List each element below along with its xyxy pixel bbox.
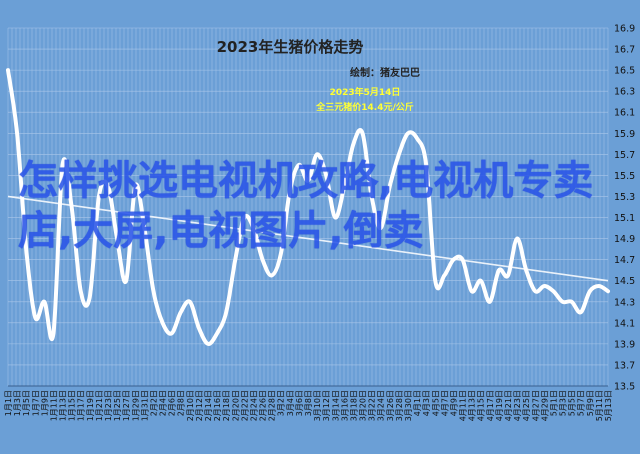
annotation-date: 2023年5月14日 bbox=[330, 86, 401, 98]
x-tick-label: 2月22日 bbox=[240, 390, 249, 421]
y-tick-labels: 13.5 13.7 13.9 14.1 14.3 14.5 14.7 14.9 15.1 15.3… bbox=[614, 24, 635, 393]
x-tick-label: 2月20日 bbox=[231, 390, 240, 421]
x-tick-label: 1月11日 bbox=[49, 390, 58, 421]
x-tick-label: 3月8日 bbox=[304, 390, 313, 416]
x-tick-label: 5月13日 bbox=[604, 390, 613, 421]
x-tick-label: 1月15日 bbox=[68, 390, 77, 421]
x-tick-label: 2月10日 bbox=[186, 390, 195, 421]
x-tick-label: 3月22日 bbox=[368, 390, 377, 421]
x-tick-label: 3月12日 bbox=[322, 390, 331, 421]
x-tick-label: 5月1日 bbox=[549, 390, 558, 416]
x-tick-label: 2月14日 bbox=[204, 390, 213, 421]
x-tick-label: 2月18日 bbox=[222, 390, 231, 421]
x-tick-label: 1月13日 bbox=[59, 390, 68, 421]
y-tick-label: 13.5 bbox=[614, 382, 635, 393]
x-tick-label: 3月20日 bbox=[359, 390, 368, 421]
x-tick-label: 4月3日 bbox=[422, 390, 431, 416]
x-tick-label: 1月9日 bbox=[40, 390, 49, 416]
y-tick-label: 14.1 bbox=[614, 318, 635, 329]
x-tick-label: 1月3日 bbox=[13, 390, 22, 416]
x-tick-label: 3月30日 bbox=[404, 390, 413, 421]
x-tick-label: 5月3日 bbox=[559, 390, 568, 416]
x-tick-label: 3月24日 bbox=[377, 390, 386, 421]
y-tick-label: 15.5 bbox=[614, 171, 635, 182]
x-tick-label: 1月5日 bbox=[22, 390, 31, 416]
x-tick-label: 4月13日 bbox=[468, 390, 477, 421]
x-tick-label: 4月27日 bbox=[531, 390, 540, 421]
x-tick-label: 3月28日 bbox=[395, 390, 404, 421]
x-tick-label: 1月1日 bbox=[4, 390, 13, 416]
x-tick-label: 4月5日 bbox=[431, 390, 440, 416]
y-tick-label: 16.3 bbox=[614, 87, 635, 98]
y-tick-label: 14.7 bbox=[614, 255, 635, 266]
x-tick-label: 3月6日 bbox=[295, 390, 304, 416]
x-tick-label: 4月19日 bbox=[495, 390, 504, 421]
annotation-value: 全三元猪价14.4元/公斤 bbox=[315, 101, 414, 113]
x-tick-label: 4月17日 bbox=[486, 390, 495, 421]
x-tick-label: 4月29日 bbox=[540, 390, 549, 421]
x-tick-label: 2月12日 bbox=[195, 390, 204, 421]
x-tick-label: 4月1日 bbox=[413, 390, 422, 416]
y-tick-label: 16.1 bbox=[614, 108, 635, 119]
x-tick-label: 3月2日 bbox=[277, 390, 286, 416]
x-tick-label: 2月24日 bbox=[249, 390, 258, 421]
chart-subtitle: 绘制：猪友巴巴 bbox=[350, 66, 420, 79]
x-tick-label: 4月21日 bbox=[504, 390, 513, 421]
x-tick-labels: 1月1日 1月3日 1月5日 1月7日 1月9日 1月11日 1月13日 1月15日 1月17日… bbox=[4, 390, 613, 421]
x-tick-label: 2月16日 bbox=[213, 390, 222, 421]
x-tick-label: 3月14日 bbox=[331, 390, 340, 421]
x-tick-label: 2月8日 bbox=[177, 390, 186, 416]
x-tick-label: 1月7日 bbox=[31, 390, 40, 416]
x-tick-label: 5月11日 bbox=[595, 390, 604, 421]
x-tick-label: 4月7日 bbox=[440, 390, 449, 416]
y-tick-label: 15.7 bbox=[614, 150, 635, 161]
y-tick-label: 15.1 bbox=[614, 213, 635, 224]
x-tick-label: 1月29日 bbox=[131, 390, 140, 421]
x-tick-label: 3月10日 bbox=[313, 390, 322, 421]
x-tick-label: 3月26日 bbox=[386, 390, 395, 421]
y-tick-label: 13.9 bbox=[614, 339, 635, 350]
x-tick-label: 1月19日 bbox=[86, 390, 95, 421]
x-tick-label: 3月16日 bbox=[340, 390, 349, 421]
x-tick-label: 4月9日 bbox=[449, 390, 458, 416]
y-tick-label: 16.7 bbox=[614, 45, 635, 56]
y-tick-label: 15.3 bbox=[614, 192, 635, 203]
x-tick-label: 1月21日 bbox=[95, 390, 104, 421]
x-tick-label: 2月4日 bbox=[159, 390, 168, 416]
chart-title: 2023年生猪价格走势 bbox=[217, 38, 364, 56]
y-tick-label: 14.9 bbox=[614, 234, 635, 245]
y-tick-label: 16.5 bbox=[614, 66, 635, 77]
x-tick-label: 2月26日 bbox=[259, 390, 268, 421]
x-tick-label: 5月7日 bbox=[577, 390, 586, 416]
x-tick-label: 4月15日 bbox=[477, 390, 486, 421]
trend-line bbox=[7, 195, 609, 282]
y-tick-label: 15.9 bbox=[614, 129, 635, 140]
x-tick-label: 5月9日 bbox=[586, 390, 595, 416]
x-tick-label: 3月18日 bbox=[349, 390, 358, 421]
x-tick-label: 2月28日 bbox=[268, 390, 277, 421]
x-tick-label: 1月31日 bbox=[140, 390, 149, 421]
x-tick-label: 5月5日 bbox=[568, 390, 577, 416]
x-tick-label: 4月23日 bbox=[513, 390, 522, 421]
y-tick-label: 14.5 bbox=[614, 276, 635, 287]
x-tick-label: 4月11日 bbox=[459, 390, 468, 421]
x-tick-label: 1月17日 bbox=[77, 390, 86, 421]
x-tick-label: 2月2日 bbox=[149, 390, 158, 416]
x-tick-label: 2月6日 bbox=[168, 390, 177, 416]
y-tick-label: 14.3 bbox=[614, 297, 635, 308]
y-tick-label: 13.7 bbox=[614, 360, 635, 371]
y-tick-label: 16.9 bbox=[614, 24, 635, 35]
x-tick-label: 1月23日 bbox=[104, 390, 113, 421]
x-tick-label: 1月25日 bbox=[113, 390, 122, 421]
x-tick-label: 3月4日 bbox=[286, 390, 295, 416]
x-tick-label: 1月27日 bbox=[122, 390, 131, 421]
price-series-line bbox=[6, 68, 610, 346]
x-tick-label: 4月25日 bbox=[522, 390, 531, 421]
